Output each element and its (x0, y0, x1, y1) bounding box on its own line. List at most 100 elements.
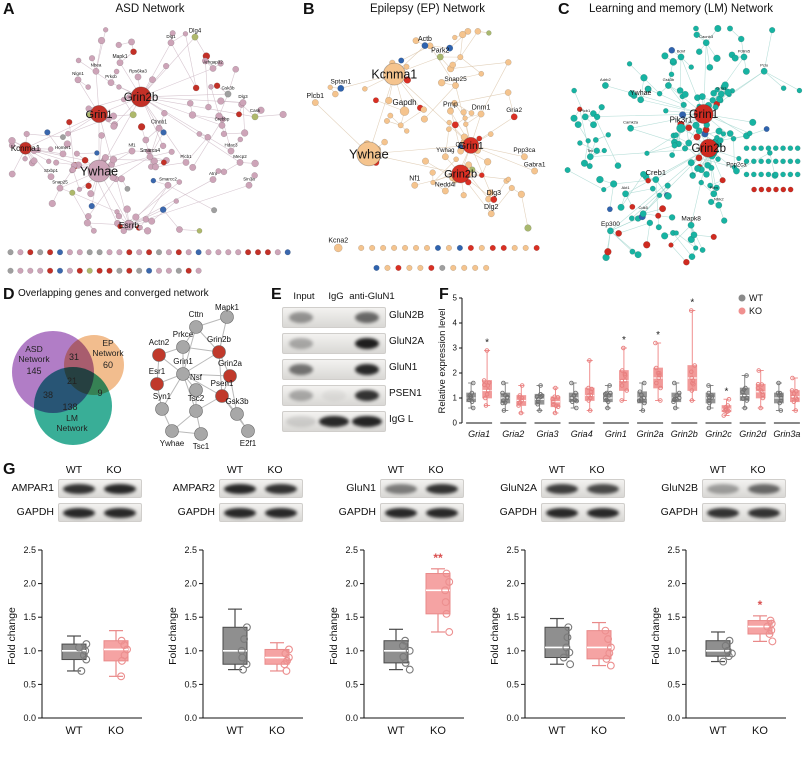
western-group-glun2a: WT KO GluN2A GAPDH 0.0 0.5 1.0 1.5 2.0 2.5 Fold ch… (485, 460, 646, 765)
network-node (17, 249, 24, 256)
network-node (106, 249, 113, 256)
network-node (17, 267, 24, 274)
network-node (241, 129, 249, 137)
network-node (30, 157, 38, 165)
network-node (217, 97, 225, 105)
network-node (7, 267, 14, 274)
network-node (196, 228, 203, 234)
label: Nlgn1 (72, 71, 84, 76)
label: Gsk3b (225, 397, 249, 406)
network-node (381, 138, 388, 146)
network-node (406, 264, 413, 271)
network-node (185, 249, 192, 256)
network-node (205, 249, 212, 256)
blot-strip (380, 503, 464, 522)
network-node (707, 198, 715, 206)
venn-center-count: 21 (66, 376, 78, 386)
network-node (245, 181, 253, 189)
network-node (780, 171, 786, 178)
network-node (645, 177, 652, 184)
network-node (423, 244, 430, 251)
gene-node (176, 340, 190, 354)
network-node (714, 24, 722, 33)
blot-band (286, 416, 316, 427)
network-nodes: Dlg1 Dlg4 Mapk1 Nbea Nlgn1 Prkcb Rps6ka3 Arhgap… (7, 27, 291, 274)
blot-strip (58, 503, 142, 522)
network-node (721, 81, 729, 89)
network-node (749, 118, 757, 126)
network-node (486, 30, 492, 36)
label: KO (108, 725, 124, 737)
label: Gria2 (502, 429, 524, 439)
blot-band (546, 507, 578, 518)
gene-node (189, 320, 203, 334)
network-node (714, 87, 720, 93)
network-node (417, 264, 424, 271)
panel-label-b: B (303, 1, 315, 18)
label: Cask (250, 108, 261, 113)
network-node (83, 219, 91, 227)
network-node (713, 184, 720, 192)
network-node (586, 163, 593, 170)
network-node (614, 162, 622, 169)
network-node (477, 110, 485, 118)
network-node (37, 267, 44, 274)
network-node (731, 54, 739, 62)
label: Pik3r1 (670, 115, 693, 124)
network-node (129, 111, 137, 119)
network-node (73, 150, 80, 157)
label: Actb (418, 36, 432, 43)
network-node (721, 217, 728, 224)
network-node (715, 201, 723, 209)
network-node (478, 244, 485, 251)
network-node (787, 158, 794, 165)
fold-change-boxplot-ampar2: 0.0 0.5 1.0 1.5 2.0 2.5 Fold change WT KO (167, 545, 303, 737)
label: 5 (453, 294, 458, 303)
protein-label: GluN2A (500, 482, 537, 494)
label: Esr1 (149, 367, 166, 376)
network-node (161, 109, 168, 117)
network-node (463, 121, 469, 127)
network-node (733, 167, 740, 175)
gene-node (176, 367, 190, 381)
network-node (522, 244, 529, 251)
network-node (391, 244, 398, 251)
network-node (769, 27, 776, 34)
network-node (707, 182, 713, 189)
network-node (751, 171, 757, 178)
network-node (533, 244, 540, 251)
blot-band (289, 390, 313, 401)
network-node (596, 175, 604, 184)
network-node (232, 65, 240, 73)
network-node (508, 184, 515, 192)
label: KO (591, 725, 607, 737)
venn-asd-count: 145 (26, 366, 42, 376)
network-node (661, 232, 669, 240)
network-node (758, 186, 765, 193)
label: Plcb1 (180, 154, 192, 159)
network-node (780, 145, 786, 151)
network-node (462, 115, 468, 121)
label: 0.0 (506, 713, 519, 723)
gene-node (215, 389, 229, 403)
network-node (460, 192, 467, 199)
label: 2 (453, 369, 458, 378)
blot-band (63, 483, 95, 494)
blot-strip (541, 479, 625, 498)
network-node (87, 159, 111, 183)
label: Grin1 (605, 429, 627, 439)
label: Ywhae (160, 439, 185, 448)
network-node (215, 112, 223, 120)
blot-band (224, 483, 256, 494)
blot-strip (541, 503, 625, 522)
label: WT (65, 725, 82, 737)
network-node (120, 96, 127, 103)
network-node (274, 249, 281, 256)
label: 2.0 (23, 579, 36, 589)
label: * (690, 298, 694, 309)
network-node (457, 147, 465, 155)
label: Fold change (167, 607, 179, 665)
network-node (90, 227, 97, 234)
blot-band (355, 364, 379, 375)
